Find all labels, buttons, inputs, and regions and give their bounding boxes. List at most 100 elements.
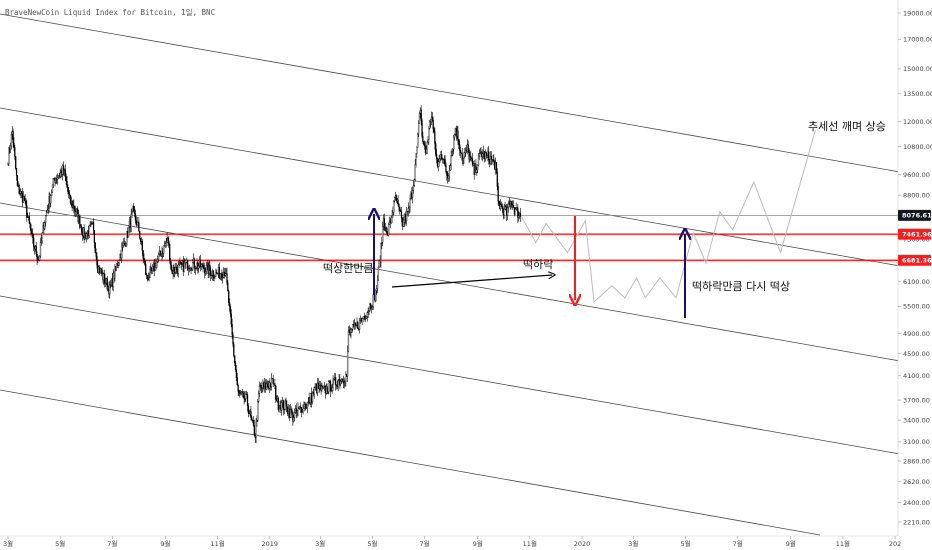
candle	[163, 245, 165, 258]
candle	[137, 221, 139, 227]
candle	[498, 200, 500, 207]
candle	[66, 176, 68, 189]
candle	[381, 236, 383, 250]
time-tick-label: 9월	[473, 539, 483, 548]
candle	[495, 161, 498, 175]
candle	[518, 211, 520, 222]
price-badge-label-2: 6681.36	[902, 257, 932, 265]
time-tick-label: 11월	[836, 539, 850, 548]
candle	[198, 262, 200, 273]
price-tick-label: 4100.00	[903, 372, 930, 380]
candle	[293, 408, 296, 422]
candle	[459, 139, 461, 156]
candle	[68, 187, 70, 199]
candle	[114, 264, 116, 282]
candle	[320, 383, 322, 395]
candle	[109, 280, 111, 299]
candle	[306, 402, 309, 414]
candle	[406, 206, 408, 226]
candle	[482, 149, 484, 162]
candle	[179, 257, 181, 269]
repump-label: 떡하락만큼 다시 떡상	[692, 279, 790, 293]
candle	[378, 259, 380, 269]
candle	[232, 331, 234, 348]
price-tick-label: 3700.00	[903, 396, 930, 404]
pump-label: 떡상한만큼	[323, 262, 374, 275]
candle	[445, 162, 447, 174]
candle	[380, 242, 382, 268]
time-axis: 3월 5월 7월 9월 11월 2019 3월 5월 7월 9월 11월 2020 3월 5월 7월 9월 11…	[3, 536, 901, 548]
candle	[457, 125, 459, 146]
price-tick-label: 12000.00	[903, 118, 932, 126]
candle	[62, 161, 65, 176]
candle	[59, 169, 61, 179]
candle	[514, 207, 516, 215]
price-tick-label: 4500.00	[903, 350, 930, 358]
candle	[88, 224, 90, 239]
candle	[293, 414, 295, 423]
candle	[164, 240, 167, 248]
trendline-bottom	[0, 389, 821, 536]
candle	[28, 212, 31, 225]
candle	[118, 259, 120, 267]
candle	[228, 298, 231, 312]
price-tick-label: 13500.00	[903, 90, 932, 98]
candle	[145, 272, 148, 280]
candle	[463, 151, 465, 165]
candle	[136, 216, 138, 226]
candle	[345, 371, 347, 387]
candle	[187, 259, 189, 272]
trendline-middle	[0, 202, 901, 362]
candle	[477, 164, 479, 174]
candle	[506, 203, 509, 221]
price-tick-label: 17000.00	[903, 36, 932, 44]
time-tick-label: 2020	[574, 540, 591, 548]
candle	[192, 258, 194, 272]
candle	[435, 148, 438, 164]
candle	[475, 158, 477, 174]
candle	[170, 261, 173, 272]
price-badge-label-1: 7461.96	[902, 230, 932, 238]
candle	[258, 381, 261, 398]
candle	[366, 311, 368, 322]
candle	[163, 240, 166, 247]
candle	[47, 203, 49, 215]
candle	[313, 386, 315, 399]
candle	[434, 127, 436, 150]
candle	[234, 355, 236, 366]
candle	[364, 314, 367, 322]
candle	[77, 209, 79, 225]
candle	[57, 174, 60, 180]
candle	[370, 302, 372, 310]
candle	[488, 145, 490, 165]
candle	[125, 242, 127, 247]
trendline-top	[0, 13, 901, 173]
candle	[112, 268, 114, 292]
candle	[64, 164, 66, 182]
dump-label: 떡하락	[523, 257, 553, 271]
candle	[138, 217, 140, 233]
candle	[236, 372, 238, 386]
candle	[425, 145, 427, 155]
candle	[327, 387, 329, 395]
candle	[437, 158, 439, 172]
candle	[142, 250, 144, 264]
candle	[286, 400, 288, 413]
candle	[258, 390, 260, 403]
candle	[305, 403, 308, 410]
candle	[169, 257, 172, 270]
candle	[284, 398, 286, 411]
candle	[157, 255, 159, 263]
candle	[376, 275, 379, 294]
candle	[422, 131, 424, 144]
candle	[277, 396, 279, 412]
candle	[29, 221, 31, 231]
candle	[175, 262, 177, 275]
candle	[195, 266, 197, 270]
candle	[393, 200, 395, 216]
trendlines	[0, 13, 901, 536]
candle	[400, 206, 403, 223]
candle	[354, 322, 356, 330]
